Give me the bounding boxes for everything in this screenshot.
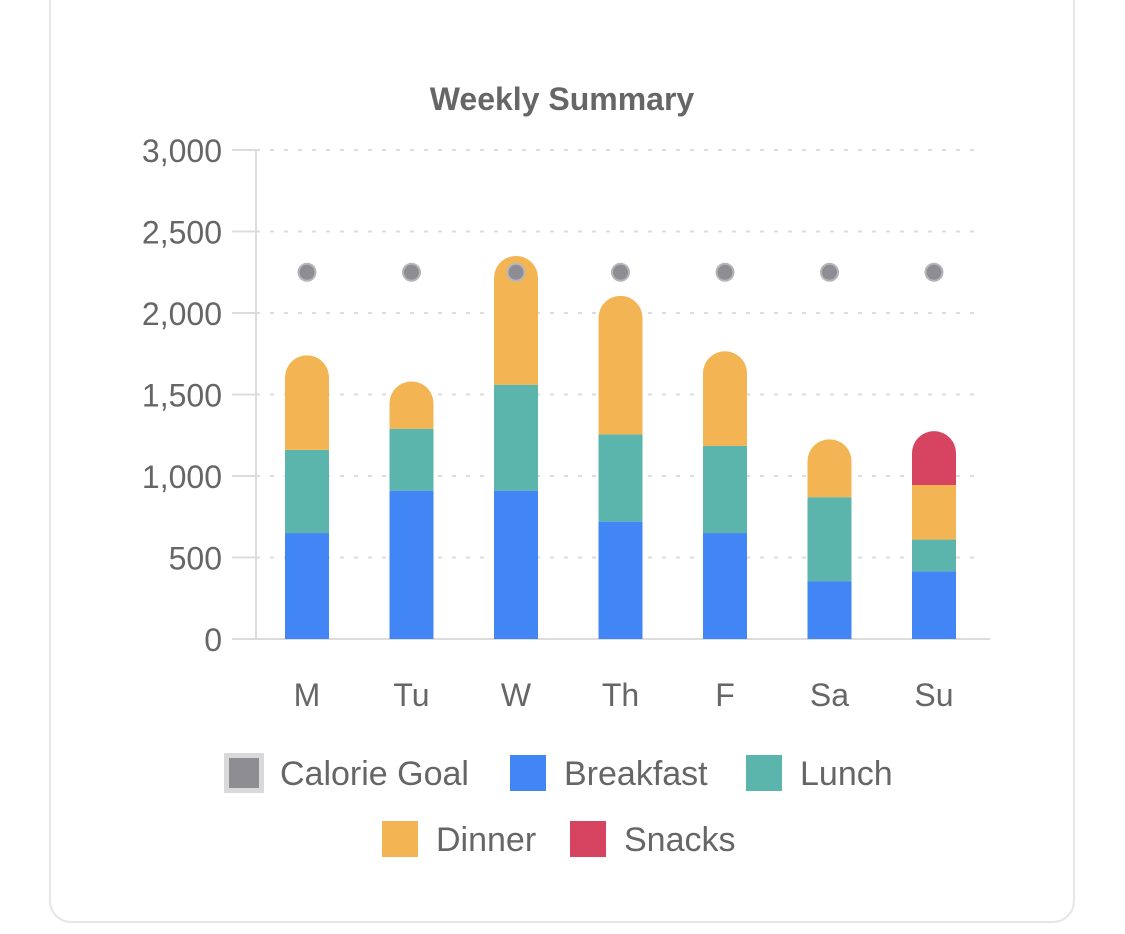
x-tick-label: Tu xyxy=(393,677,429,713)
bar-segment-lunch[interactable] xyxy=(703,445,747,534)
y-tick-label: 0 xyxy=(204,622,222,658)
bar-segment-breakfast[interactable] xyxy=(285,533,329,639)
bar-segment-lunch[interactable] xyxy=(389,428,434,491)
bar-segment-breakfast[interactable] xyxy=(807,581,852,639)
legend-label: Snacks xyxy=(624,821,736,859)
bar-segment-lunch[interactable] xyxy=(807,497,852,582)
legend-swatch xyxy=(510,755,546,791)
legend-item-calorie-goal[interactable]: Calorie Goal xyxy=(224,753,469,793)
legend-label: Dinner xyxy=(436,821,536,859)
bar-segment-dinner[interactable] xyxy=(494,255,538,385)
legend-swatch xyxy=(746,755,782,791)
y-tick-label: 500 xyxy=(169,541,222,577)
bar-segment-breakfast[interactable] xyxy=(598,521,643,639)
legend: Calorie Goal Breakfast Lunch Dinner Snacks xyxy=(224,753,893,859)
legend-swatch xyxy=(570,821,606,857)
legend-swatch xyxy=(382,821,418,857)
legend-item-lunch[interactable]: Lunch xyxy=(746,755,893,793)
bar-segment-dinner[interactable] xyxy=(598,295,643,435)
bar-segment-breakfast[interactable] xyxy=(912,571,956,639)
y-tick-label: 1,000 xyxy=(142,459,222,495)
bar-segment-lunch[interactable] xyxy=(912,539,956,572)
bar-segment-breakfast[interactable] xyxy=(703,533,747,639)
y-tick-label: 2,500 xyxy=(142,215,222,251)
bar-segment-lunch[interactable] xyxy=(285,449,329,534)
goal-points xyxy=(297,262,944,282)
legend-swatch xyxy=(229,758,259,788)
x-tick-label: W xyxy=(501,677,532,713)
y-tick-label: 3,000 xyxy=(142,133,222,169)
bar-segment-lunch[interactable] xyxy=(494,384,538,491)
bar-segment-dinner[interactable] xyxy=(285,355,329,450)
bar-segment-dinner[interactable] xyxy=(703,351,747,446)
calorie-goal-point[interactable] xyxy=(506,262,526,282)
x-tick-label: Sa xyxy=(810,677,849,713)
legend-label: Lunch xyxy=(800,755,893,793)
calorie-goal-point[interactable] xyxy=(820,262,839,282)
calorie-goal-point[interactable] xyxy=(715,262,735,282)
grid-lines: 0 500 1,000 1,500 2,000 2,500 3,000 xyxy=(142,133,980,658)
y-tick-label: 1,500 xyxy=(142,378,222,414)
bar-segment-snacks[interactable] xyxy=(912,431,956,485)
legend-label: Breakfast xyxy=(564,755,708,793)
chart-title: Weekly Summary xyxy=(430,81,695,117)
axes: M Tu W Th F Sa Su xyxy=(232,150,990,713)
legend-item-snacks[interactable]: Snacks xyxy=(570,821,736,859)
x-tick-label: Th xyxy=(602,677,639,713)
calorie-goal-point[interactable] xyxy=(611,262,630,282)
x-tick-label: F xyxy=(715,677,735,713)
legend-label: Calorie Goal xyxy=(280,755,469,793)
legend-item-dinner[interactable]: Dinner xyxy=(382,821,536,859)
bar-segment-dinner[interactable] xyxy=(912,484,956,540)
calorie-goal-point[interactable] xyxy=(297,262,317,282)
x-tick-label: M xyxy=(294,677,321,713)
calorie-goal-point[interactable] xyxy=(402,262,421,282)
bar-segment-breakfast[interactable] xyxy=(389,490,434,639)
bar-segment-lunch[interactable] xyxy=(598,434,643,522)
bar-segment-dinner[interactable] xyxy=(389,381,434,429)
bar-segment-dinner[interactable] xyxy=(807,439,852,498)
bar-segment-breakfast[interactable] xyxy=(494,490,538,639)
calorie-goal-point[interactable] xyxy=(924,262,944,282)
bars xyxy=(285,255,956,639)
legend-item-breakfast[interactable]: Breakfast xyxy=(510,755,708,793)
x-tick-label: Su xyxy=(914,677,953,713)
chart-card xyxy=(49,0,1075,923)
y-tick-label: 2,000 xyxy=(142,296,222,332)
